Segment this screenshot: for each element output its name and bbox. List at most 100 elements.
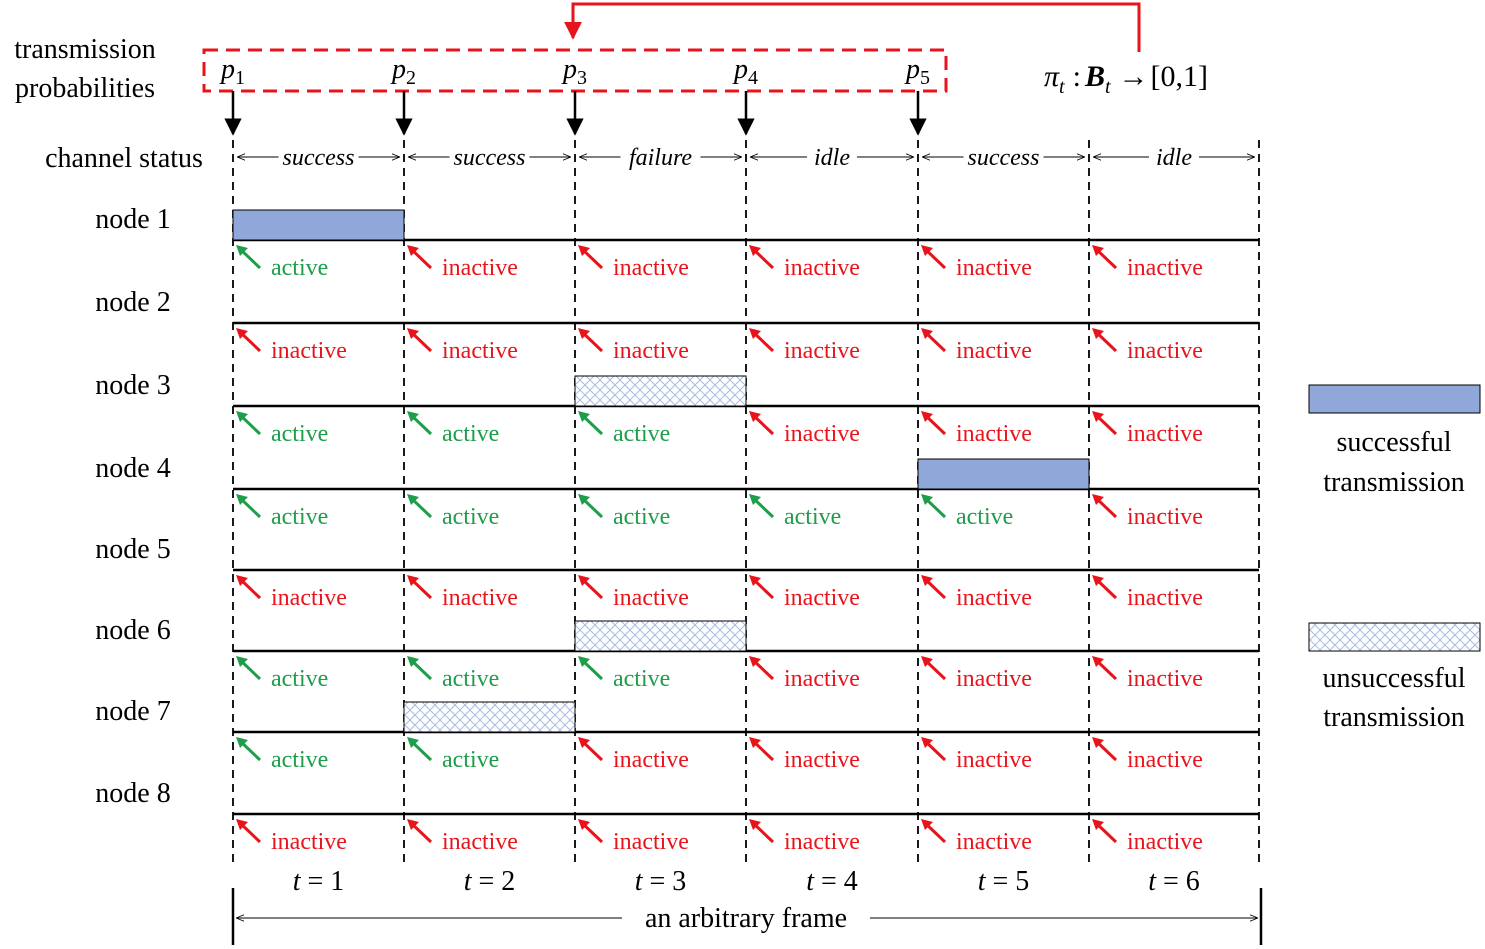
node-6-slot-1-status: active — [271, 666, 328, 692]
policy-feedback-arrow — [564, 2, 1141, 52]
node-2-slot-2-status: inactive — [442, 338, 518, 364]
status-arrow-head-icon — [921, 737, 933, 748]
node-label-1: node 1 — [95, 204, 170, 235]
status-arrow-head-icon — [236, 411, 248, 422]
node-3-slot-3-status: active — [613, 421, 670, 447]
status-arrow-head-icon — [1092, 656, 1104, 667]
node-1-slot-6-status: inactive — [1127, 255, 1203, 281]
prob-symbol: p — [904, 54, 920, 85]
status-arrow-head-icon — [578, 819, 590, 830]
status-arrow-head-icon — [236, 328, 248, 339]
status-arrow-head-icon — [749, 737, 761, 748]
node-8-slot-1-status: inactive — [271, 829, 347, 855]
unsuccessful-transmission-block — [574, 620, 747, 652]
frame-label: an arbitrary frame — [645, 903, 847, 934]
time-value: 4 — [844, 866, 858, 897]
prob-subscript: 5 — [920, 67, 930, 89]
status-arrow-head-icon — [1092, 245, 1104, 256]
unsuccessful-transmission-block — [574, 375, 747, 407]
status-arrow-head-icon — [921, 411, 933, 422]
status-arrow-head-icon — [407, 656, 419, 667]
successful-transmission-block — [917, 458, 1090, 490]
tp-label-line2: probabilities — [15, 73, 155, 104]
time-slot-label-6: t = 6 — [1148, 866, 1200, 897]
status-arrow-head-icon — [578, 494, 590, 505]
status-arrow-head-icon — [921, 494, 933, 505]
time-eq: = — [814, 866, 844, 897]
node-7-slot-1-status: active — [271, 747, 328, 773]
node-2-slot-4-status: inactive — [784, 338, 860, 364]
successful-transmission-block — [232, 209, 405, 241]
time-var: t — [635, 866, 644, 897]
status-arrow-head-icon — [236, 656, 248, 667]
node-5-slot-4-status: inactive — [784, 585, 860, 611]
status-arrow-head-icon — [749, 494, 761, 505]
node-5-slot-1-status: inactive — [271, 585, 347, 611]
time-var: t — [293, 866, 302, 897]
node-5-slot-5-status: inactive — [956, 585, 1032, 611]
node-1-slot-1-status: active — [271, 255, 328, 281]
status-arrow-head-icon — [1092, 411, 1104, 422]
node-6-slot-6-status: inactive — [1127, 666, 1203, 692]
status-arrow-head-icon — [407, 245, 419, 256]
status-arrow-head-icon — [1092, 819, 1104, 830]
time-value: 3 — [672, 866, 686, 897]
prob-label-1: p1 — [219, 54, 245, 89]
node-7-slot-4-status: inactive — [784, 747, 860, 773]
legend-failure-label-2: transmission — [1323, 702, 1465, 733]
node-3-slot-4-status: inactive — [784, 421, 860, 447]
node-8-slot-5-status: inactive — [956, 829, 1032, 855]
status-arrow-head-icon — [1092, 328, 1104, 339]
node-5-slot-6-status: inactive — [1127, 585, 1203, 611]
node-label-4: node 4 — [95, 453, 170, 484]
channel-status-5: success — [968, 145, 1040, 171]
time-value: 6 — [1186, 866, 1200, 897]
status-arrow-head-icon — [407, 328, 419, 339]
prob-symbol: p — [219, 54, 235, 85]
status-arrow-head-icon — [578, 656, 590, 667]
node-1-slot-5-status: inactive — [956, 255, 1032, 281]
status-arrow-head-icon — [749, 575, 761, 586]
node-3-slot-6-status: inactive — [1127, 421, 1203, 447]
channel-status-4: idle — [814, 145, 850, 171]
node-label-3: node 3 — [95, 370, 170, 401]
node-1-slot-3-status: inactive — [613, 255, 689, 281]
prob-subscript: 4 — [748, 67, 758, 89]
status-arrow-head-icon — [578, 575, 590, 586]
status-arrow-head-icon — [749, 656, 761, 667]
status-arrow-head-icon — [578, 737, 590, 748]
prob-symbol: p — [561, 54, 577, 85]
node-4-slot-5-status: active — [956, 504, 1013, 530]
prob-symbol: p — [390, 54, 406, 85]
node-7-slot-2-status: active — [442, 747, 499, 773]
time-eq: = — [300, 866, 330, 897]
node-label-7: node 7 — [95, 696, 170, 727]
status-arrow-head-icon — [921, 328, 933, 339]
node-label-5: node 5 — [95, 534, 170, 565]
status-arrow-head-icon — [1092, 575, 1104, 586]
status-arrow-head-icon — [236, 819, 248, 830]
node-3-slot-5-status: inactive — [956, 421, 1032, 447]
node-label-8: node 8 — [95, 778, 170, 809]
time-var: t — [1148, 866, 1157, 897]
status-arrow-head-icon — [749, 328, 761, 339]
prob-label-5: p5 — [904, 54, 930, 89]
time-value: 2 — [501, 866, 515, 897]
tp-label-line1: transmission — [14, 34, 156, 65]
time-value: 1 — [330, 866, 344, 897]
node-7-slot-3-status: inactive — [613, 747, 689, 773]
node-2-slot-1-status: inactive — [271, 338, 347, 364]
prob-subscript: 3 — [577, 67, 587, 89]
prob-subscript: 2 — [406, 67, 416, 89]
prob-label-2: p2 — [390, 54, 416, 89]
time-eq: = — [471, 866, 501, 897]
status-arrow-head-icon — [407, 411, 419, 422]
node-4-slot-3-status: active — [613, 504, 670, 530]
time-slot-label-1: t = 1 — [293, 866, 345, 897]
status-arrow-head-icon — [407, 819, 419, 830]
status-arrow-head-icon — [236, 245, 248, 256]
status-arrow-head-icon — [236, 575, 248, 586]
channel-status-6: idle — [1156, 145, 1192, 171]
status-arrow-head-icon — [921, 656, 933, 667]
